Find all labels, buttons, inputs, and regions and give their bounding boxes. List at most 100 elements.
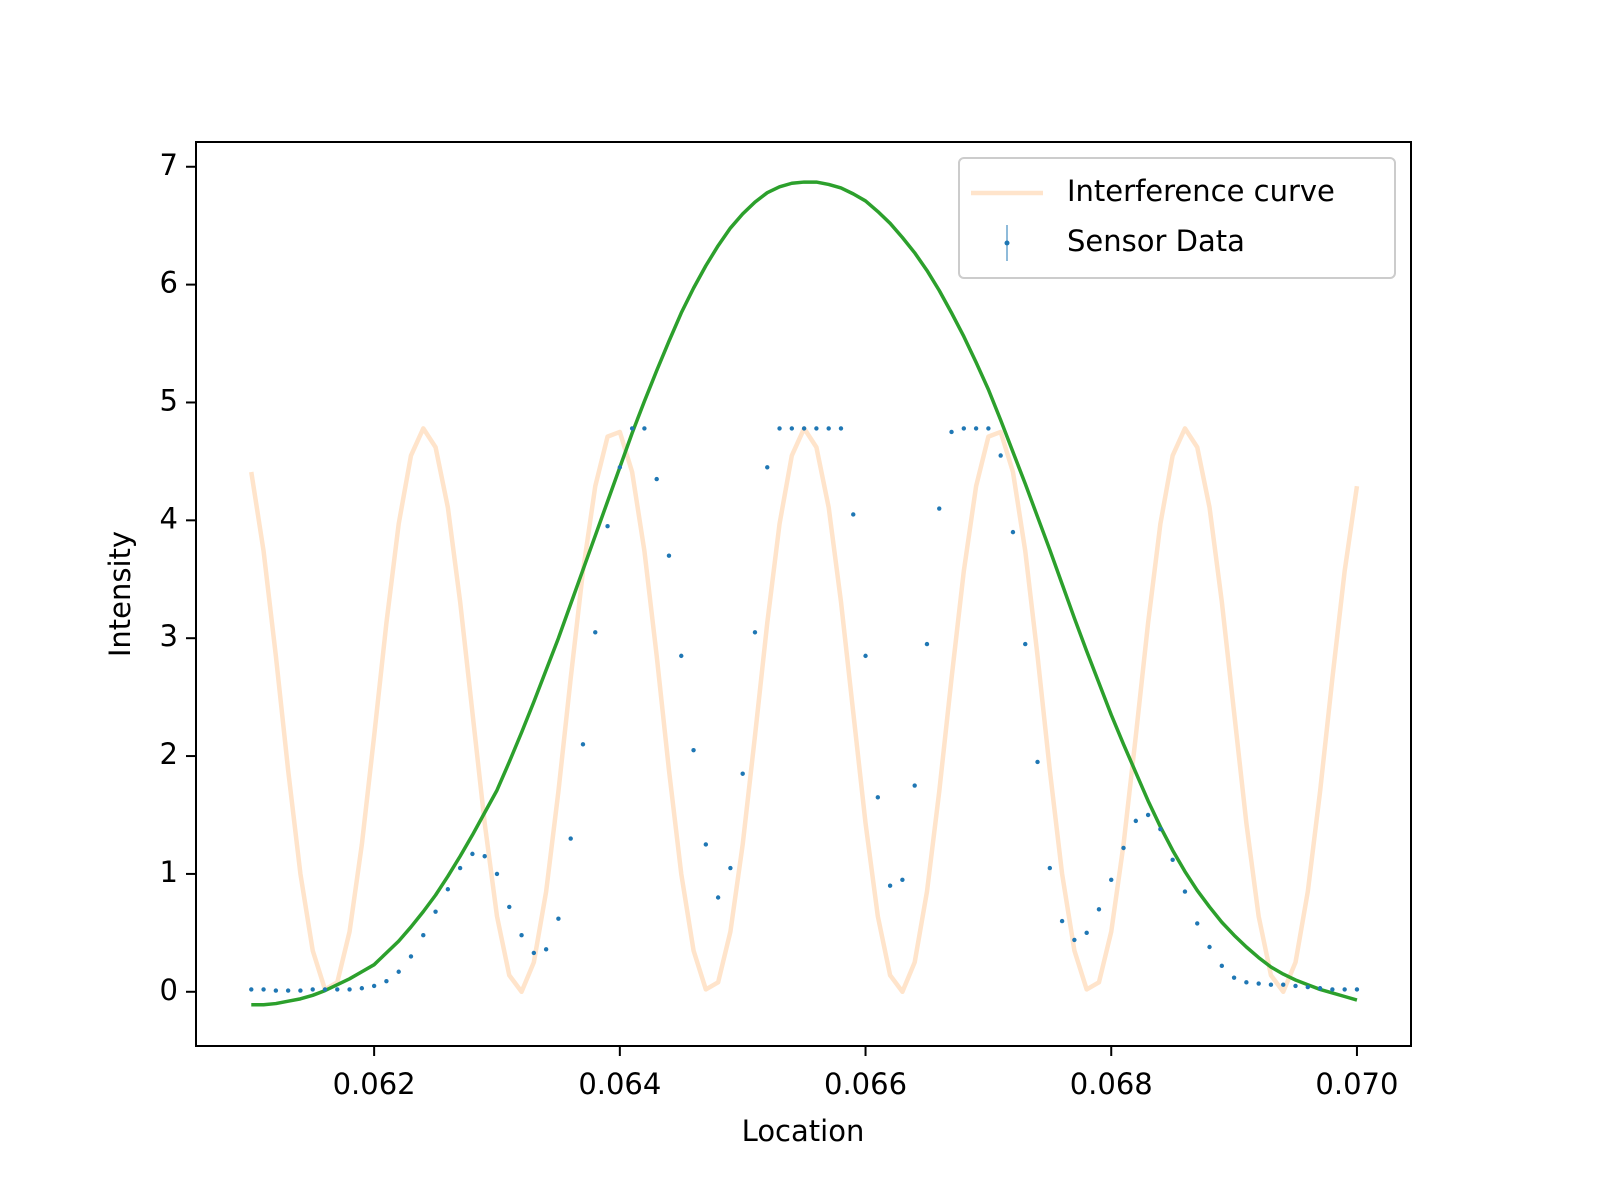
data-point <box>1330 987 1335 992</box>
data-point <box>789 426 795 431</box>
legend-label: Interference curve <box>1067 174 1335 208</box>
data-point <box>912 783 917 788</box>
axes-frame <box>195 141 1412 1047</box>
data-point <box>507 904 512 910</box>
data-point <box>1035 759 1040 765</box>
data-point <box>1256 981 1261 986</box>
data-point <box>494 871 500 877</box>
data-point <box>937 506 942 511</box>
data-point <box>715 895 721 900</box>
data-point <box>752 630 758 635</box>
data-point <box>703 842 709 847</box>
data-point <box>1354 987 1360 992</box>
data-point <box>556 916 561 921</box>
data-point <box>1121 845 1126 851</box>
y-tick-label: 5 <box>160 383 178 417</box>
data-point <box>298 988 303 993</box>
data-point <box>1305 984 1311 990</box>
data-point <box>973 426 979 431</box>
x-tick-label: 0.064 <box>578 1067 661 1101</box>
y-tick-label: 4 <box>160 501 178 535</box>
data-point <box>1231 975 1237 980</box>
data-point <box>261 987 266 992</box>
data-point <box>1244 980 1249 985</box>
data-point <box>629 426 635 431</box>
legend: Interference curve Sensor Data <box>958 157 1396 279</box>
data-point <box>924 641 930 647</box>
data-point <box>359 986 365 991</box>
data-point <box>457 865 463 871</box>
data-point <box>1195 921 1200 926</box>
legend-swatch <box>1004 240 1010 246</box>
data-point <box>801 426 807 431</box>
y-tick-label: 2 <box>160 737 178 771</box>
data-point <box>482 854 487 859</box>
data-point <box>568 836 573 841</box>
data-point <box>1207 944 1212 950</box>
data-point <box>1084 930 1089 936</box>
data-point <box>421 933 426 938</box>
data-point <box>617 465 623 470</box>
plot-area <box>249 180 1360 1007</box>
data-point <box>470 851 475 857</box>
data-point <box>900 877 905 883</box>
data-point <box>1182 889 1188 894</box>
y-axis-label: Intensity <box>103 531 137 657</box>
legend-label: Sensor Data <box>1067 224 1245 258</box>
data-point <box>371 983 377 989</box>
data-point <box>1317 986 1323 991</box>
data-point <box>740 771 745 776</box>
y-tick-label: 6 <box>160 266 178 300</box>
data-point <box>1145 812 1151 818</box>
data-point <box>961 426 967 431</box>
data-point <box>310 987 315 992</box>
data-point <box>322 987 328 992</box>
data-point <box>863 653 868 659</box>
data-point <box>1010 529 1016 535</box>
data-point <box>1133 818 1139 824</box>
data-point <box>580 742 586 747</box>
data-point <box>666 553 672 558</box>
data-point <box>814 426 819 431</box>
data-point <box>396 969 401 974</box>
data-point <box>335 987 340 992</box>
data-point <box>642 426 647 431</box>
data-point <box>249 987 254 992</box>
data-point <box>887 883 893 888</box>
data-point <box>384 978 389 984</box>
data-point <box>1047 865 1053 871</box>
data-point <box>777 426 782 431</box>
y-tick-label: 1 <box>160 855 178 889</box>
line-series <box>251 180 1358 1007</box>
x-tick-label: 0.066 <box>824 1067 907 1101</box>
data-point <box>728 865 733 871</box>
data-point <box>605 524 610 529</box>
data-point <box>986 426 991 431</box>
data-point <box>838 426 844 431</box>
data-point <box>679 653 684 659</box>
data-point <box>826 426 831 431</box>
data-point <box>519 933 524 938</box>
legend-box <box>958 157 1396 279</box>
x-tick-label: 0.062 <box>333 1067 416 1101</box>
data-point <box>949 429 954 435</box>
data-point <box>1281 982 1286 987</box>
data-point <box>1059 918 1065 924</box>
data-point <box>998 453 1003 458</box>
data-point <box>1158 826 1163 832</box>
data-point <box>1293 983 1298 989</box>
data-point <box>654 476 659 482</box>
data-point <box>347 987 352 992</box>
data-point <box>1023 641 1028 647</box>
data-point <box>765 465 770 470</box>
data-point <box>1072 937 1077 943</box>
y-tick-label: 7 <box>160 148 178 182</box>
data-point <box>691 747 696 753</box>
y-tick-label: 3 <box>160 619 178 653</box>
data-point <box>433 909 438 914</box>
data-point <box>273 988 279 993</box>
data-point <box>1219 963 1225 969</box>
data-point <box>408 954 414 959</box>
data-point <box>593 630 598 635</box>
